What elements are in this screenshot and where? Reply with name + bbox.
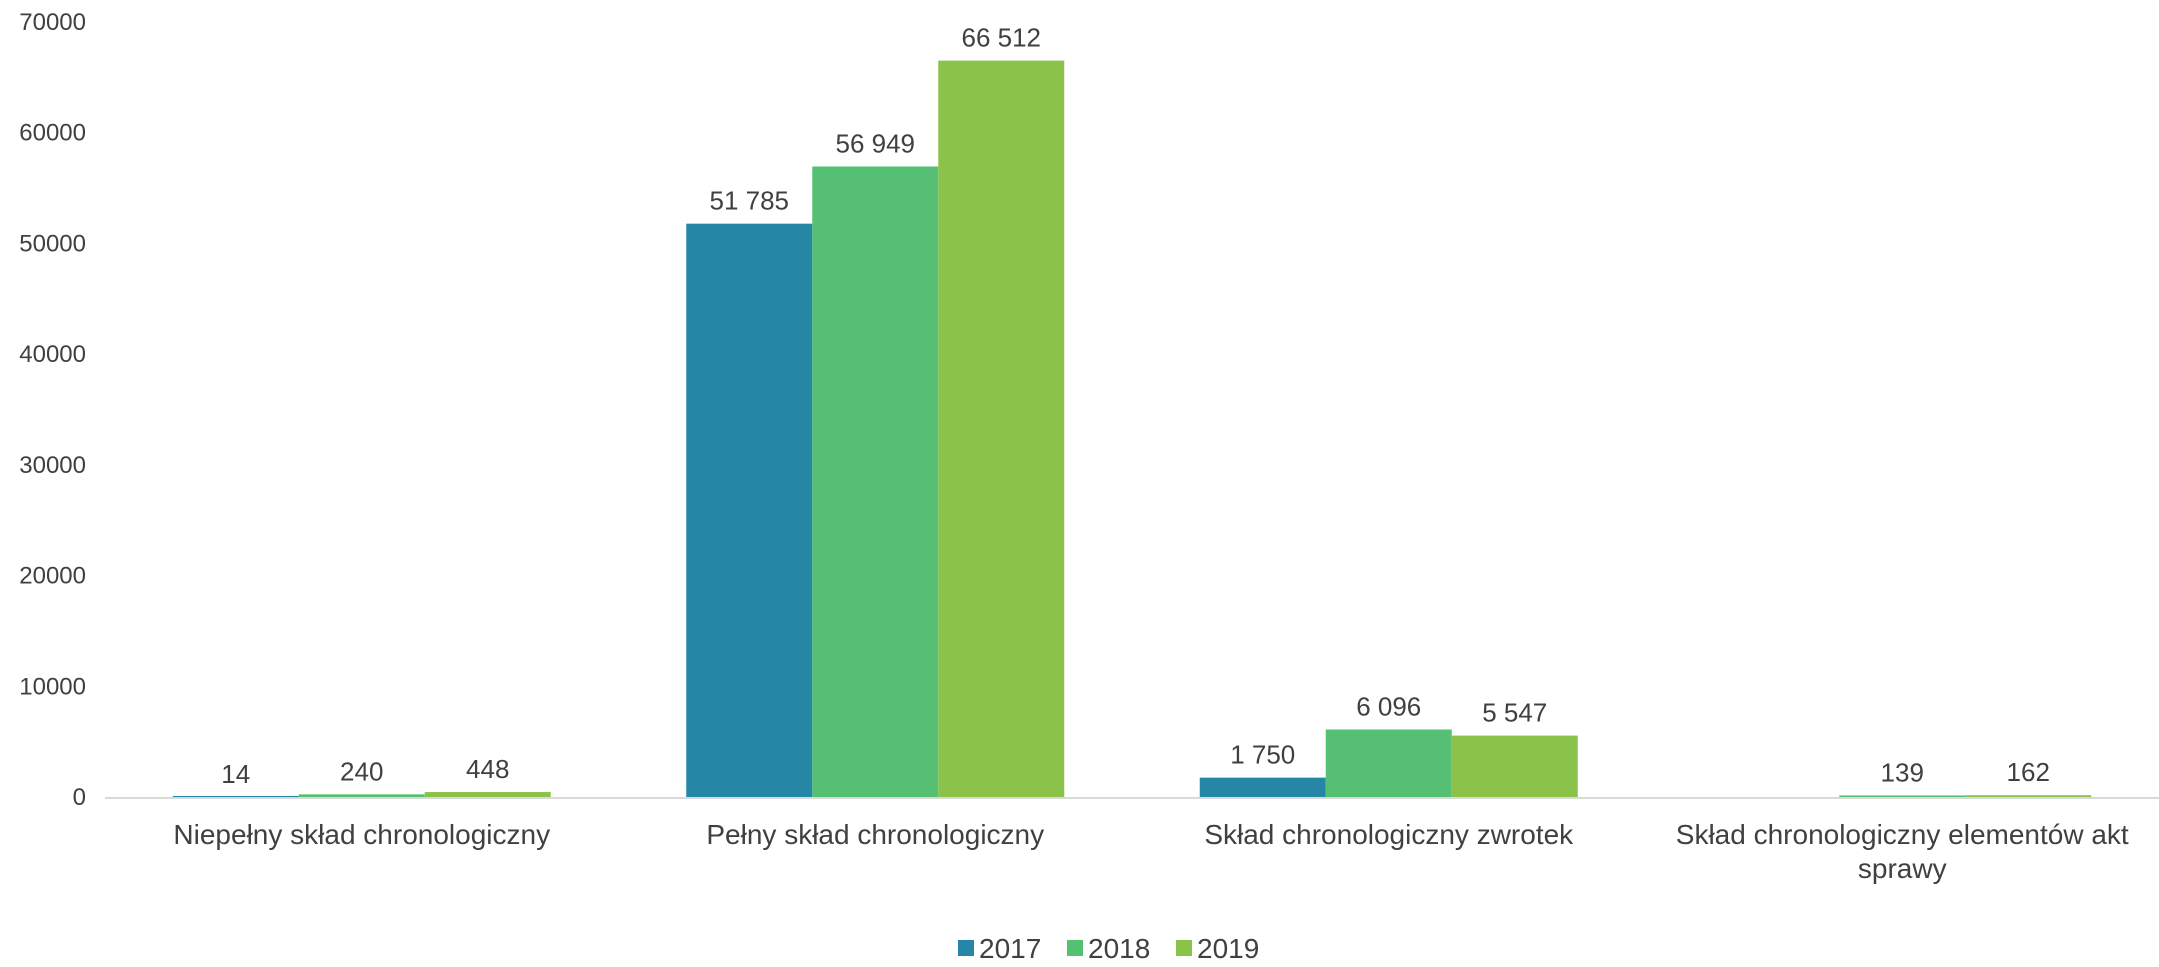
x-axis-labels: Niepełny skład chronologiczny Pełny skład…: [173, 819, 2128, 884]
legend-swatch-2018: [1067, 940, 1083, 956]
legend: 2017 2018 2019: [958, 933, 1259, 964]
y-tick-label: 50000: [19, 230, 86, 257]
y-tick-label: 70000: [19, 9, 86, 36]
data-label: 1 750: [1230, 740, 1295, 770]
bar-2017: [1199, 777, 1326, 797]
data-labels: 14 240 448 51 785 56 949 66 512 1 750 6 096 5 54…: [221, 23, 2050, 789]
x-tick-label: Pełny skład chronologiczny: [706, 819, 1044, 850]
data-label: 448: [466, 754, 509, 784]
data-label: 66 512: [961, 23, 1041, 53]
y-tick-label: 60000: [19, 120, 86, 147]
data-label: 5 547: [1482, 698, 1547, 728]
bar-2017: [172, 796, 299, 797]
data-label: 240: [340, 756, 383, 786]
data-label: 14: [221, 759, 250, 789]
y-tick-label: 0: [73, 784, 86, 811]
data-label: 6 096: [1356, 692, 1421, 722]
legend-label: 2017: [979, 933, 1041, 962]
data-label: 56 949: [835, 128, 915, 158]
legend-swatch-2019: [1176, 940, 1192, 956]
bar-2018: [812, 166, 939, 797]
bar-2018: [1325, 729, 1452, 797]
x-tick-label: sprawy: [1858, 853, 1947, 884]
bar-2019: [938, 60, 1065, 798]
y-tick-label: 30000: [19, 452, 86, 479]
bar-2019: [1451, 735, 1578, 797]
x-tick-label: Skład chronologiczny zwrotek: [1204, 819, 1574, 850]
bar-2019: [424, 792, 551, 797]
y-tick-label: 40000: [19, 341, 86, 368]
data-label: 162: [2007, 757, 2050, 787]
legend-label: 2019: [1197, 933, 1259, 962]
x-tick-label: Niepełny skład chronologiczny: [173, 819, 550, 850]
legend-label: 2018: [1088, 933, 1150, 962]
bar-2017: [686, 223, 813, 797]
bar-2018: [298, 794, 425, 797]
y-tick-label: 20000: [19, 563, 86, 590]
data-label: 139: [1881, 757, 1924, 787]
bar-2018: [1839, 795, 1966, 797]
bars: [172, 60, 2092, 798]
legend-swatch-2017: [958, 940, 974, 956]
bar-2019: [1965, 795, 2092, 797]
y-axis-ticks: 0 10000 20000 30000 40000 50000 60000 70000: [19, 9, 86, 811]
data-label: 51 785: [709, 186, 789, 216]
x-tick-label: Skład chronologiczny elementów akt: [1676, 819, 2129, 850]
y-tick-label: 10000: [19, 673, 86, 700]
